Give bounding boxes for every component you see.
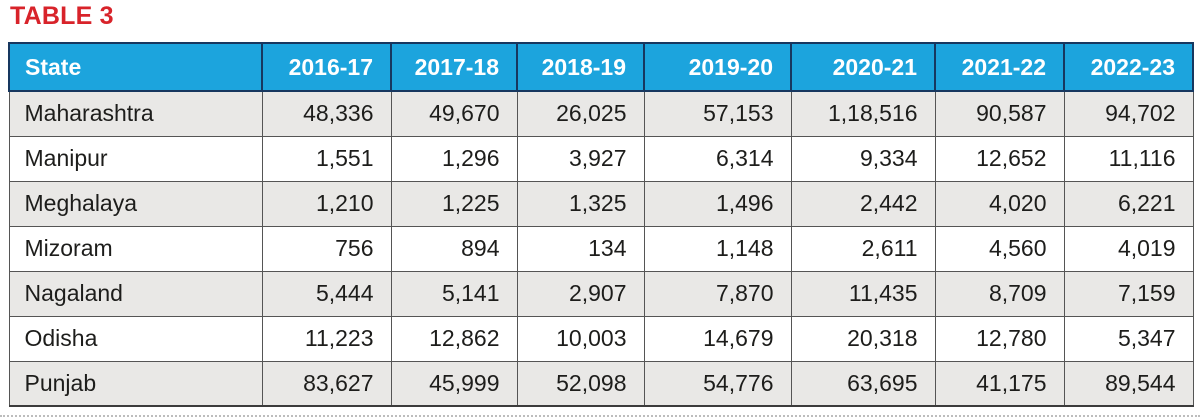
state-cell: Meghalaya xyxy=(8,180,263,227)
table-header: State 2016-17 2017-18 2018-19 2019-20 2020-21… xyxy=(8,42,1194,92)
value-cell: 5,141 xyxy=(390,270,518,317)
table-body: Maharashtra 48,336 49,670 26,025 57,153 1,18,… xyxy=(8,90,1194,407)
table-row: Mizoram 756 894 134 1,148 2,611 4,560 4,019 xyxy=(8,225,1194,272)
value-cell: 89,544 xyxy=(1063,360,1194,407)
value-cell: 8,709 xyxy=(934,270,1065,317)
bottom-dotted-divider xyxy=(0,415,1200,417)
state-cell: Manipur xyxy=(8,135,263,182)
value-cell: 6,221 xyxy=(1063,180,1194,227)
value-cell: 134 xyxy=(516,225,645,272)
value-cell: 4,560 xyxy=(934,225,1065,272)
value-cell: 2,442 xyxy=(790,180,936,227)
value-cell: 6,314 xyxy=(643,135,792,182)
header-cell-year: 2017-18 xyxy=(390,42,518,92)
value-cell: 20,318 xyxy=(790,315,936,362)
value-cell: 83,627 xyxy=(261,360,392,407)
value-cell: 4,020 xyxy=(934,180,1065,227)
value-cell: 1,296 xyxy=(390,135,518,182)
value-cell: 7,159 xyxy=(1063,270,1194,317)
value-cell: 1,496 xyxy=(643,180,792,227)
value-cell: 94,702 xyxy=(1063,90,1194,137)
state-cell: Odisha xyxy=(8,315,263,362)
table-title: TABLE 3 xyxy=(10,2,114,30)
header-cell-year: 2019-20 xyxy=(643,42,792,92)
value-cell: 756 xyxy=(261,225,392,272)
header-cell-year: 2020-21 xyxy=(790,42,936,92)
table-row: Meghalaya 1,210 1,225 1,325 1,496 2,442 4,020 6… xyxy=(8,180,1194,227)
value-cell: 1,18,516 xyxy=(790,90,936,137)
value-cell: 48,336 xyxy=(261,90,392,137)
state-cell: Nagaland xyxy=(8,270,263,317)
header-cell-year: 2022-23 xyxy=(1063,42,1194,92)
value-cell: 2,611 xyxy=(790,225,936,272)
state-cell: Punjab xyxy=(8,360,263,407)
value-cell: 1,325 xyxy=(516,180,645,227)
value-cell: 12,862 xyxy=(390,315,518,362)
value-cell: 14,679 xyxy=(643,315,792,362)
value-cell: 894 xyxy=(390,225,518,272)
value-cell: 3,927 xyxy=(516,135,645,182)
table-row: Punjab 83,627 45,999 52,098 54,776 63,695 41,1… xyxy=(8,360,1194,407)
value-cell: 9,334 xyxy=(790,135,936,182)
value-cell: 41,175 xyxy=(934,360,1065,407)
value-cell: 12,780 xyxy=(934,315,1065,362)
value-cell: 49,670 xyxy=(390,90,518,137)
value-cell: 57,153 xyxy=(643,90,792,137)
header-cell-state: State xyxy=(8,42,263,92)
value-cell: 1,225 xyxy=(390,180,518,227)
value-cell: 54,776 xyxy=(643,360,792,407)
data-table: State 2016-17 2017-18 2018-19 2019-20 2020-21… xyxy=(8,42,1194,407)
value-cell: 7,870 xyxy=(643,270,792,317)
value-cell: 2,907 xyxy=(516,270,645,317)
value-cell: 10,003 xyxy=(516,315,645,362)
table-row: Nagaland 5,444 5,141 2,907 7,870 11,435 8,709 7… xyxy=(8,270,1194,317)
value-cell: 1,551 xyxy=(261,135,392,182)
state-cell: Mizoram xyxy=(8,225,263,272)
value-cell: 26,025 xyxy=(516,90,645,137)
value-cell: 52,098 xyxy=(516,360,645,407)
value-cell: 63,695 xyxy=(790,360,936,407)
header-cell-year: 2021-22 xyxy=(934,42,1065,92)
table-row: Maharashtra 48,336 49,670 26,025 57,153 1,18,… xyxy=(8,90,1194,137)
value-cell: 11,116 xyxy=(1063,135,1194,182)
header-row: State 2016-17 2017-18 2018-19 2019-20 2020-21… xyxy=(8,42,1194,92)
table-row: Manipur 1,551 1,296 3,927 6,314 9,334 12,652 11… xyxy=(8,135,1194,182)
state-cell: Maharashtra xyxy=(8,90,263,137)
table-row: Odisha 11,223 12,862 10,003 14,679 20,318 12,7… xyxy=(8,315,1194,362)
value-cell: 1,148 xyxy=(643,225,792,272)
value-cell: 90,587 xyxy=(934,90,1065,137)
value-cell: 12,652 xyxy=(934,135,1065,182)
value-cell: 11,223 xyxy=(261,315,392,362)
value-cell: 5,444 xyxy=(261,270,392,317)
value-cell: 45,999 xyxy=(390,360,518,407)
value-cell: 11,435 xyxy=(790,270,936,317)
value-cell: 5,347 xyxy=(1063,315,1194,362)
header-cell-year: 2018-19 xyxy=(516,42,645,92)
value-cell: 4,019 xyxy=(1063,225,1194,272)
value-cell: 1,210 xyxy=(261,180,392,227)
header-cell-year: 2016-17 xyxy=(261,42,392,92)
